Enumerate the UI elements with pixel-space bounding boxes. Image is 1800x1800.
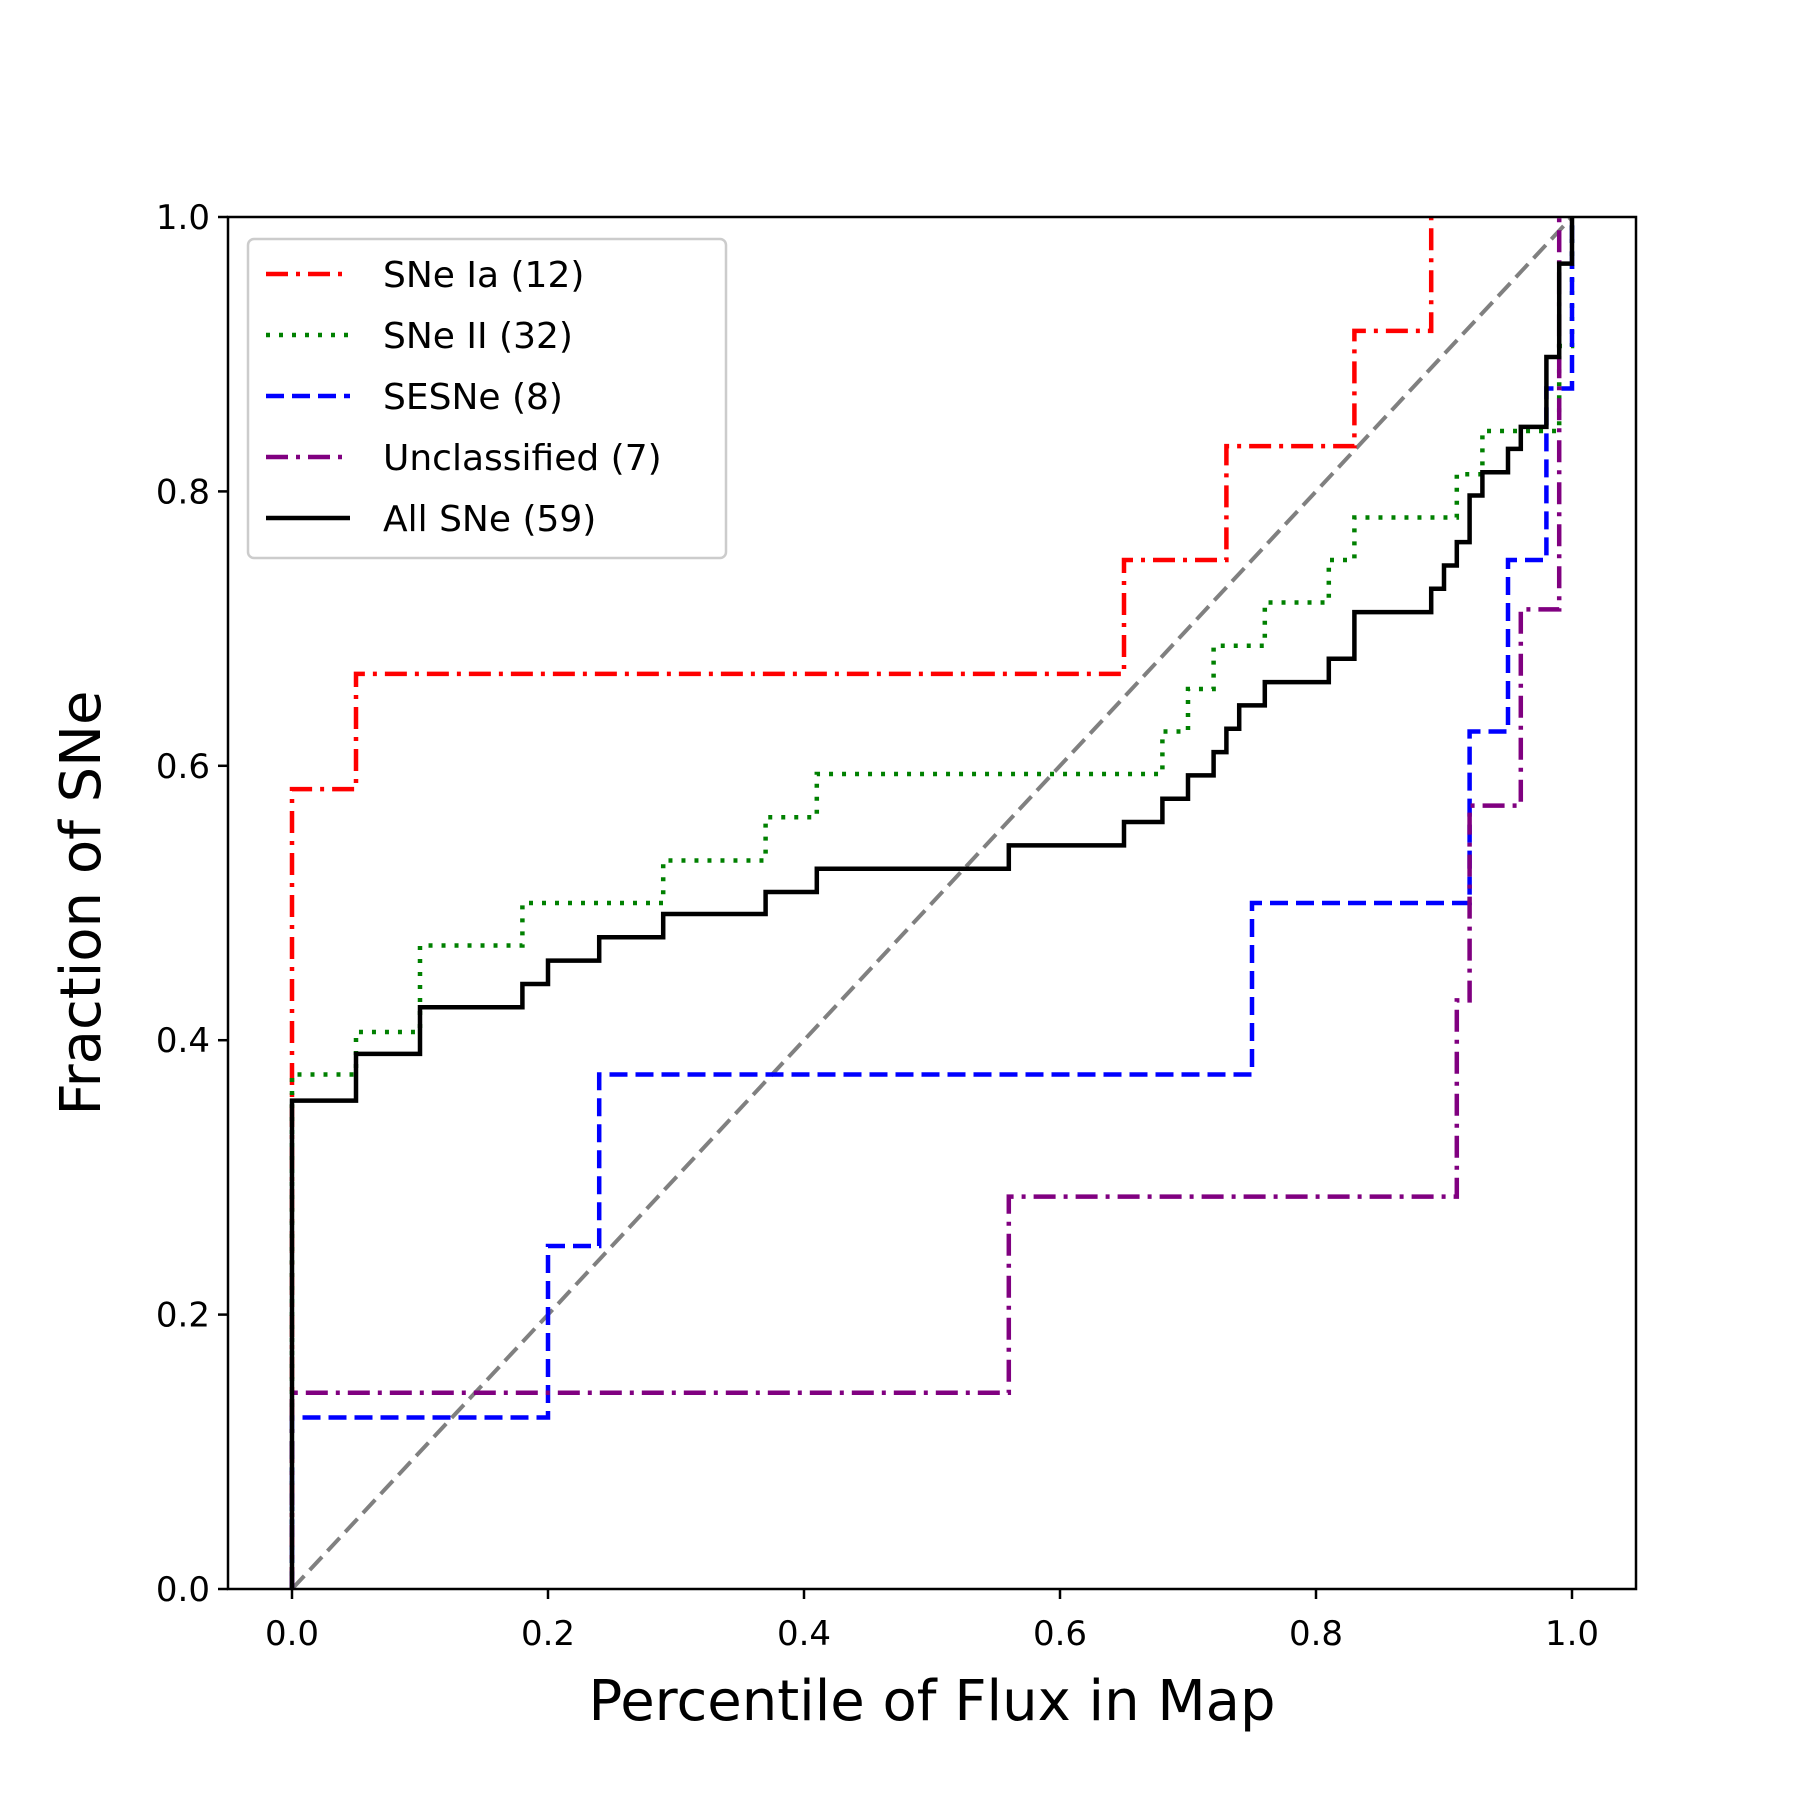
plot-frame — [226, 215, 1638, 1591]
y-tick-label: 0.8 — [156, 472, 210, 512]
series-line-3 — [289, 217, 1562, 1589]
y-axis: 0.0 0.2 0.4 0.6 0.8 1.0 — [156, 198, 228, 1610]
x-tick-label: 0.4 — [777, 1614, 831, 1654]
y-tick-label: 1.0 — [156, 198, 210, 238]
x-tick-label: 0.2 — [521, 1614, 575, 1654]
legend-label: SESNe (8) — [383, 377, 563, 418]
x-tick-label: 1.0 — [1545, 1614, 1599, 1654]
x-tick-label: 0.0 — [265, 1614, 319, 1654]
legend-label: Unclassified (7) — [383, 438, 662, 479]
series-line-4 — [289, 217, 1575, 1589]
x-axis-title: Percentile of Flux in Map — [588, 1669, 1275, 1734]
legend-box — [246, 237, 728, 560]
series-line-1 — [289, 217, 1575, 1589]
y-tick-label: 0.4 — [156, 1021, 210, 1061]
plot-area — [289, 217, 1575, 1589]
legend-label: SNe II (32) — [383, 316, 573, 357]
x-tick-label: 0.8 — [1289, 1614, 1343, 1654]
y-tick-label: 0.0 — [156, 1570, 210, 1610]
legend-label: SNe Ia (12) — [383, 255, 584, 296]
y-axis-title: Fraction of SNe — [49, 690, 114, 1115]
x-tick-label: 0.6 — [1033, 1614, 1087, 1654]
legend-label: All SNe (59) — [383, 499, 596, 540]
series-line-0 — [289, 217, 1434, 1589]
x-axis: 0.0 0.2 0.4 0.6 0.8 1.0 — [265, 1589, 1599, 1654]
legend: SNe Ia (12) SNe II (32) SESNe (8) Unclassif… — [246, 237, 728, 560]
y-tick-label: 0.2 — [156, 1296, 210, 1336]
reference-diagonal-line — [290, 217, 1574, 1589]
y-tick-label: 0.6 — [156, 747, 210, 787]
